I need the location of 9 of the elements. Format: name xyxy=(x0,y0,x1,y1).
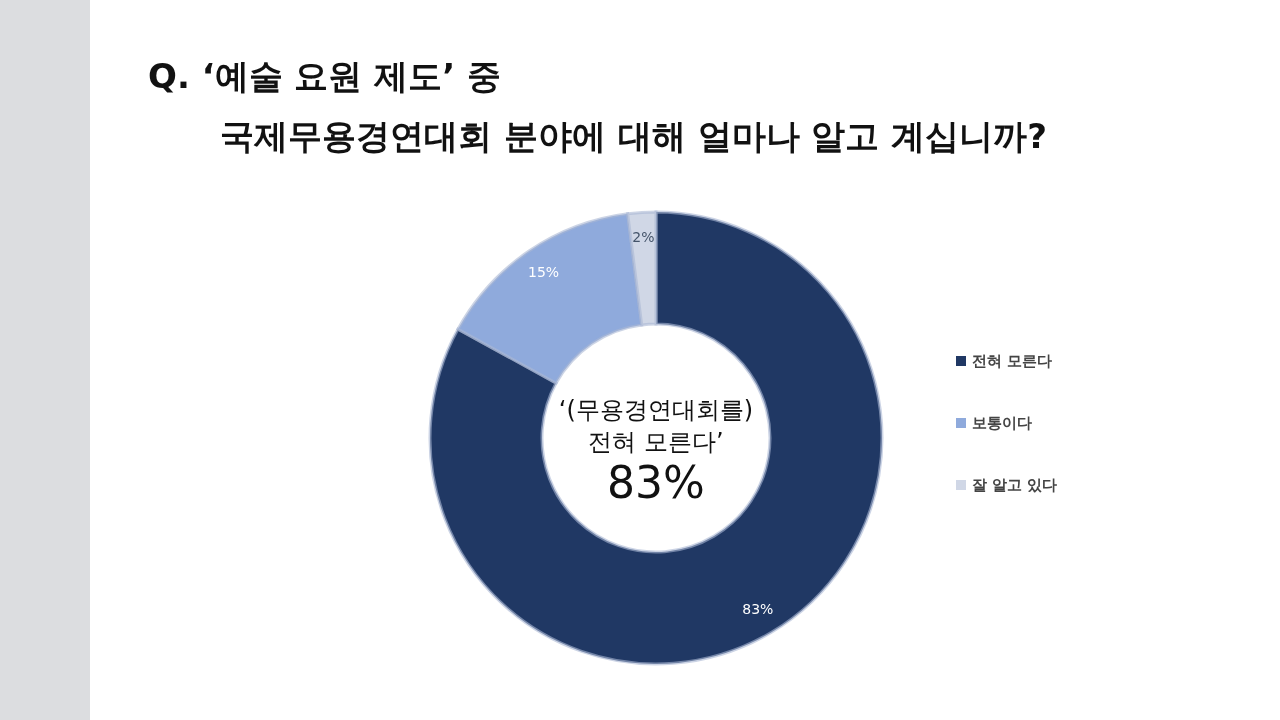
legend-label: 전혀 모른다 xyxy=(972,352,1053,370)
legend-label: 잘 알고 있다 xyxy=(972,476,1058,494)
legend-label: 보통이다 xyxy=(972,414,1032,432)
text: ‘(무용경연대회를) 전혀 모른다’ 83% xyxy=(558,396,754,508)
data-label: 83% xyxy=(742,601,774,618)
donut-slice xyxy=(428,210,884,666)
data-label: 2% xyxy=(632,229,655,246)
chart-title: Q. ‘예술 요원 제도’ 중 국제무용경연대회 분야에 대해 얼마나 알고 계십니까? xyxy=(148,56,1047,156)
data-label: 15% xyxy=(528,263,560,280)
